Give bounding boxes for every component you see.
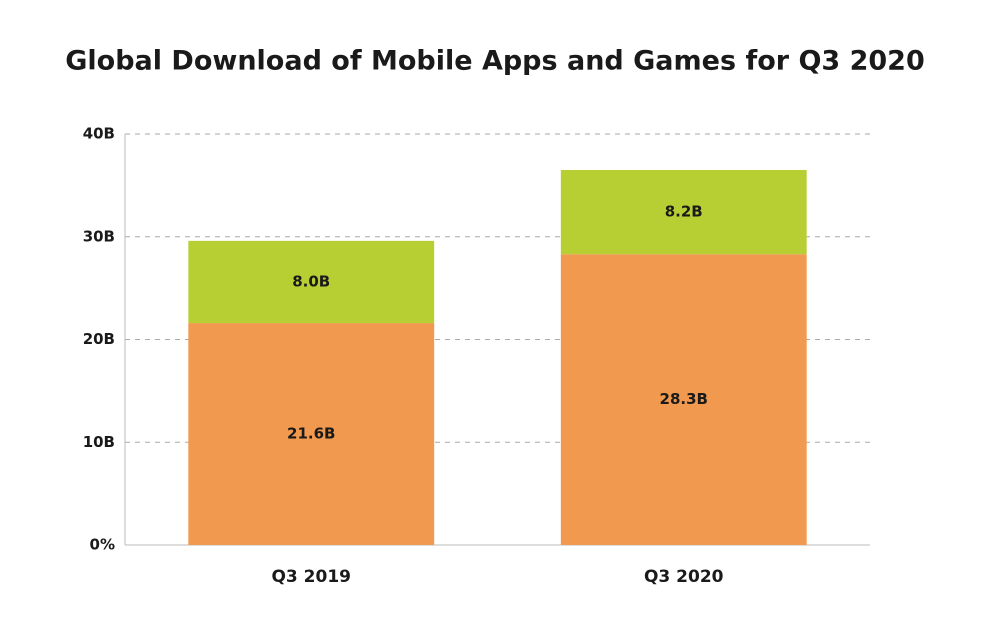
bar-segment (560, 169, 807, 255)
y-tick-label: 0% (90, 536, 115, 554)
bar-segment (560, 254, 807, 545)
value-label: 8.2B (665, 203, 703, 221)
value-label: 8.0B (292, 272, 330, 290)
y-tick-label: 40B (83, 125, 115, 143)
chart-title: Global Download of Mobile Apps and Games… (65, 46, 925, 77)
x-tick-label: Q3 2019 (271, 567, 351, 587)
y-tick-label: 30B (83, 227, 115, 245)
value-label: 21.6B (287, 425, 335, 443)
y-tick-label: 10B (83, 433, 115, 451)
y-tick-label: 20B (83, 330, 115, 348)
x-tick-label: Q3 2020 (644, 567, 724, 587)
bar-segment (188, 323, 435, 545)
value-label: 28.3B (660, 390, 708, 408)
bar-segment (188, 240, 435, 324)
